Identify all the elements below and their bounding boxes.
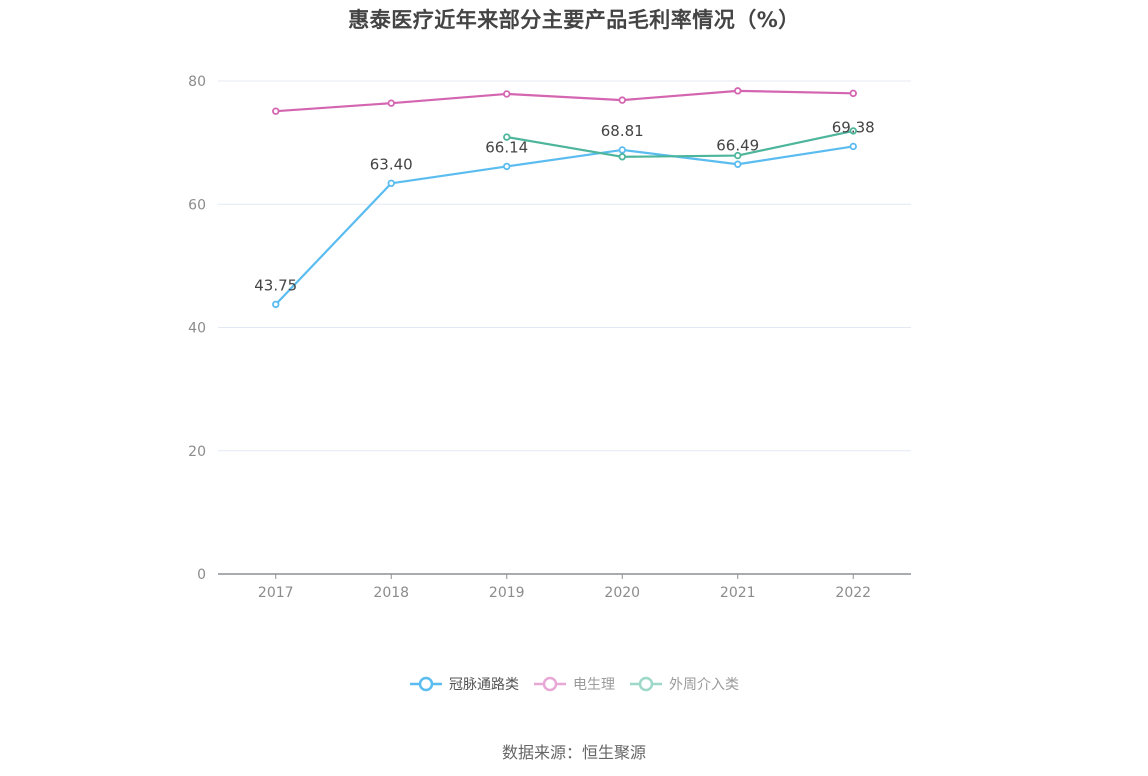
y-tick-label: 20 bbox=[188, 444, 206, 460]
series-line bbox=[274, 145, 854, 306]
data-label: 68.81 bbox=[601, 122, 644, 140]
legend: 冠脉通路类 电生理 外周介入类 bbox=[0, 674, 1148, 694]
x-axis: 2017 2018 2019 2020 2021 2022 bbox=[218, 573, 911, 601]
legend-label: 外周介入类 bbox=[669, 677, 739, 693]
legend-item-1[interactable]: 电生理 bbox=[533, 674, 615, 694]
data-point-marker[interactable] bbox=[849, 142, 857, 151]
series-1 bbox=[272, 87, 857, 115]
data-point-marker[interactable] bbox=[618, 153, 626, 161]
data-point-marker[interactable] bbox=[387, 99, 395, 107]
series-lines bbox=[272, 87, 857, 309]
data-point-marker[interactable] bbox=[849, 89, 857, 98]
data-point-marker[interactable] bbox=[272, 300, 280, 309]
series-2 bbox=[503, 127, 857, 161]
data-point-marker[interactable] bbox=[503, 162, 511, 171]
legend-line-circle-icon bbox=[630, 676, 662, 692]
data-label: 43.75 bbox=[254, 276, 297, 294]
y-tick-label: 60 bbox=[188, 197, 206, 213]
chart-title: 惠泰医疗近年来部分主要产品毛利率情况（%） bbox=[348, 8, 800, 32]
data-point-marker[interactable] bbox=[849, 127, 857, 135]
data-point-marker[interactable] bbox=[272, 107, 280, 115]
legend-line-circle-icon bbox=[410, 676, 442, 692]
series-line bbox=[275, 89, 854, 113]
legend-line-circle-icon bbox=[534, 676, 566, 692]
y-tick-label: 80 bbox=[188, 74, 206, 90]
legend-item-2[interactable]: 外周介入类 bbox=[629, 674, 739, 694]
legend-label: 电生理 bbox=[573, 677, 615, 693]
y-axis-tick-labels: 0 20 40 60 80 bbox=[188, 74, 206, 583]
data-source-note: 数据来源：恒生聚源 bbox=[501, 743, 646, 762]
grid-lines bbox=[218, 80, 911, 452]
data-label: 66.49 bbox=[716, 136, 759, 154]
data-label: 69.38 bbox=[832, 118, 875, 136]
data-point-marker[interactable] bbox=[734, 160, 742, 168]
x-tick-label: 2021 bbox=[720, 585, 756, 601]
y-tick-label: 40 bbox=[188, 321, 206, 337]
y-tick-label: 0 bbox=[197, 567, 206, 583]
x-tick-label: 2019 bbox=[489, 585, 525, 601]
data-point-marker[interactable] bbox=[734, 151, 742, 160]
legend-label: 冠脉通路类 bbox=[449, 677, 519, 693]
data-point-marker[interactable] bbox=[387, 179, 395, 187]
series-line bbox=[506, 129, 854, 158]
data-point-marker[interactable] bbox=[618, 96, 626, 104]
data-labels: 43.75 63.40 66.14 68.81 66.49 69.38 bbox=[254, 118, 874, 294]
data-point-marker[interactable] bbox=[503, 90, 511, 98]
line-chart: 0 20 40 60 80 2017 2018 2019 2020 2021 2022 43.75… bbox=[188, 74, 911, 601]
x-tick-label: 2017 bbox=[258, 585, 294, 601]
series-0 bbox=[272, 142, 857, 309]
data-label: 63.40 bbox=[370, 155, 413, 173]
x-tick-label: 2022 bbox=[835, 585, 871, 601]
x-tick-label: 2020 bbox=[604, 585, 640, 601]
data-point-marker[interactable] bbox=[618, 146, 626, 154]
x-tick-label: 2018 bbox=[373, 585, 409, 601]
data-point-marker[interactable] bbox=[734, 87, 742, 95]
legend-item-0[interactable]: 冠脉通路类 bbox=[409, 674, 519, 694]
data-point-marker[interactable] bbox=[503, 133, 511, 141]
data-label: 66.14 bbox=[485, 138, 528, 156]
